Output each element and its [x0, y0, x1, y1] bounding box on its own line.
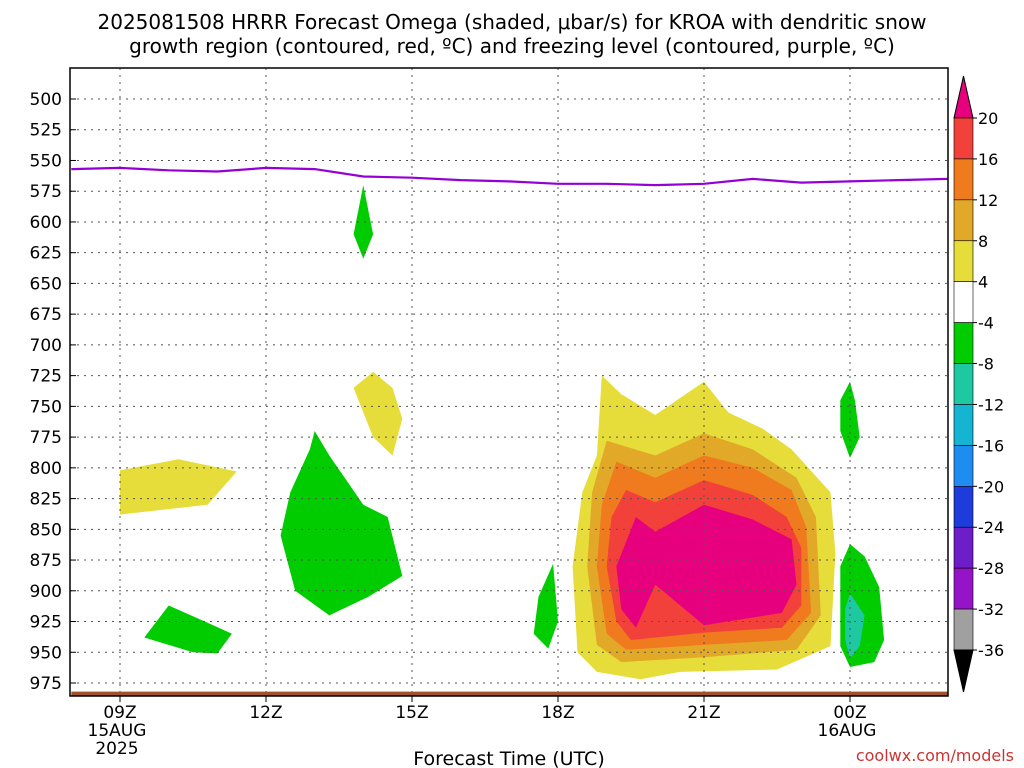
colorbar-label: -32: [978, 600, 1004, 619]
y-tick-label: 825: [30, 490, 62, 510]
x-tick-label: 18Z: [541, 703, 574, 723]
y-tick-label: 700: [30, 336, 62, 356]
x-tick-label: 21Z: [687, 703, 720, 723]
y-tick-label: 800: [30, 459, 62, 479]
x-tick-year: 2025: [95, 739, 138, 759]
y-tick-label: 900: [30, 582, 62, 602]
chart-title-line-2: growth region (contoured, red, ºC) and f…: [129, 34, 895, 58]
x-axis-label: Forecast Time (UTC): [413, 748, 604, 768]
colorbar-top-arrow: [953, 75, 974, 119]
y-tick-label: 725: [30, 367, 62, 387]
colorbar: 20 16 12 8 4 -4 -8 -12 -16 -20 -24 -28 -32 -36: [953, 75, 1004, 693]
colorbar-label: 20: [978, 109, 998, 128]
plot-frame: [69, 67, 949, 697]
y-tick-label: 550: [30, 151, 62, 171]
colorbar-band: [953, 445, 974, 487]
colorbar-band: [953, 322, 974, 364]
colorbar-label: -12: [978, 395, 1004, 414]
colorbar-label: -4: [978, 314, 994, 333]
y-tick-label: 625: [30, 244, 62, 264]
colorbar-label: -28: [978, 559, 1004, 578]
upward-area-0815-0945: [120, 459, 237, 515]
colorbar-label: -16: [978, 436, 1004, 455]
x-tick-date: 15AUG: [88, 721, 147, 741]
x-tick-label: 12Z: [249, 703, 282, 723]
x-tick-label: 09Z: [103, 703, 136, 723]
y-tick-label: 500: [30, 90, 62, 110]
y-tick-label: 875: [30, 551, 62, 571]
colorbar-label: -24: [978, 518, 1004, 537]
upward-area-1400: [353, 371, 403, 456]
colorbar-label: -20: [978, 477, 1004, 496]
downward-area-1230-1330: [280, 431, 403, 616]
y-tick-label: 575: [30, 182, 62, 202]
x-tick-label: 15Z: [395, 703, 428, 723]
y-tick-label: 850: [30, 520, 62, 540]
colorbar-label: 8: [978, 232, 988, 251]
downward-area-1400: [353, 185, 374, 259]
colorbar-bottom-arrow: [953, 649, 974, 693]
colorbar-band: [953, 199, 974, 242]
chart-title-line-1: 2025081508 HRRR Forecast Omega (shaded, …: [98, 10, 927, 34]
credit-text: coolwx.com/models: [856, 746, 1014, 765]
freezing-level-line: [71, 166, 948, 187]
x-tick-date: 16AUG: [818, 721, 877, 741]
y-tick-label: 750: [30, 397, 62, 417]
y-tick-label: 975: [30, 674, 62, 694]
colorbar-band: [953, 486, 974, 528]
colorbar-band: [953, 526, 974, 569]
colorbar-label: 12: [978, 191, 998, 210]
colorbar-band: [953, 404, 974, 446]
x-tick-label: 00Z: [833, 703, 866, 723]
y-tick-label: 650: [30, 274, 62, 294]
y-tick-label: 775: [30, 428, 62, 448]
y-tick-label: 675: [30, 305, 62, 325]
axes: 500 525 550 575 600 625 650 675 700 725 750 775 800 8…: [30, 67, 949, 759]
colorbar-label: 4: [978, 273, 988, 292]
y-tick-label: 950: [30, 643, 62, 663]
y-tick-label: 600: [30, 213, 62, 233]
colorbar-label: -8: [978, 355, 994, 374]
y-tick-label: 525: [30, 121, 62, 141]
ground-surface: [71, 691, 948, 696]
colorbar-band: [953, 117, 974, 160]
colorbar-band: [953, 567, 974, 610]
upward-area-20: [616, 504, 797, 628]
downward-area-1730: [533, 563, 558, 649]
colorbar-label: 16: [978, 150, 998, 169]
downward-area-0930-1100: [144, 605, 232, 654]
y-tick-label: 925: [30, 613, 62, 633]
colorbar-band: [953, 363, 974, 405]
colorbar-label: -36: [978, 641, 1004, 660]
colorbar-band: [953, 240, 974, 282]
colorbar-band: [953, 608, 974, 651]
colorbar-band: [953, 281, 974, 323]
plot-area: 0: [70, 68, 948, 696]
colorbar-band: [953, 158, 974, 201]
